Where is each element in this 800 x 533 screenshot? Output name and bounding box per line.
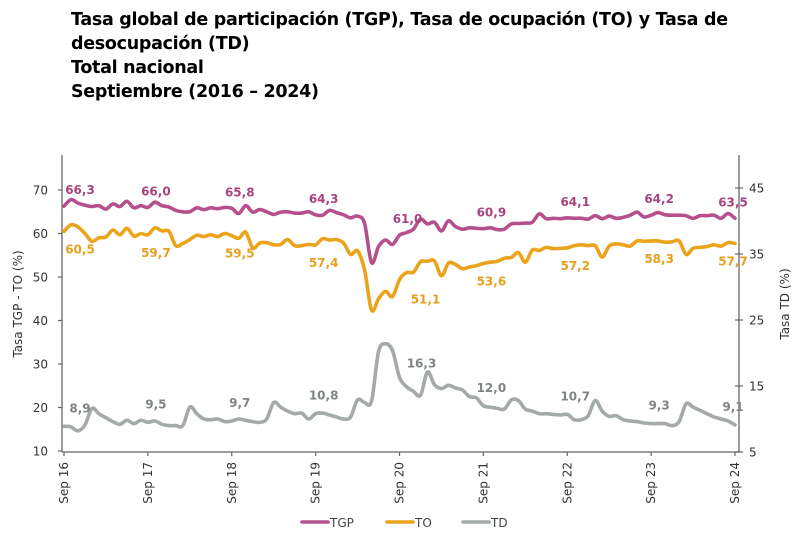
right-tick-label: 35 — [749, 248, 764, 262]
data-label-td: 10,8 — [309, 389, 339, 403]
data-label-tgp: 66,3 — [65, 183, 95, 197]
data-label-tgp: 64,3 — [309, 192, 339, 206]
title-line-3: Total nacional — [71, 58, 204, 78]
data-label-td: 9,3 — [648, 399, 669, 413]
data-label-td: 9,7 — [229, 396, 250, 410]
x-tick-label: Sep 17 — [141, 462, 155, 504]
data-labels: 66,3 66,0 65,8 64,3 61,0 60,9 64,1 64,2 63,5 60,5… — [65, 183, 748, 415]
series-line-tgp — [62, 197, 737, 265]
legend-label-to: TO — [414, 516, 432, 530]
x-tick-label: Sep 24 — [728, 462, 742, 504]
title-line-1: Tasa global de participación (TGP), Tasa… — [71, 10, 728, 30]
data-label-td: 10,7 — [560, 389, 590, 403]
data-label-to: 59,5 — [225, 247, 255, 261]
data-label-td: 16,3 — [407, 356, 437, 370]
x-tick-label: Sep 22 — [560, 462, 574, 504]
left-tick-label: 50 — [33, 271, 48, 285]
x-tick-label: Sep 16 — [57, 462, 71, 504]
data-label-to: 59,7 — [141, 246, 171, 260]
legend: TGP TO TD — [300, 516, 508, 530]
data-label-tgp: 61,0 — [393, 212, 423, 226]
right-tick-label: 5 — [749, 446, 757, 460]
legend-label-tgp: TGP — [329, 516, 354, 530]
data-label-tgp: 63,5 — [718, 195, 748, 209]
left-tick-label: 20 — [33, 401, 48, 415]
right-tick-label: 15 — [749, 380, 764, 394]
data-label-td: 9,5 — [145, 397, 166, 411]
data-label-tgp: 60,9 — [477, 206, 507, 220]
data-label-to: 51,1 — [411, 293, 441, 307]
right-tick-label: 25 — [749, 314, 764, 328]
left-tick-label: 30 — [33, 358, 48, 372]
title-line-4: Septiembre (2016 – 2024) — [71, 82, 319, 102]
legend-label-td: TD — [490, 516, 508, 530]
data-label-tgp: 66,0 — [141, 184, 171, 198]
x-tick-label: Sep 23 — [644, 462, 658, 504]
chart-title: Tasa global de participación (TGP), Tasa… — [71, 8, 728, 104]
left-tick-label: 70 — [33, 184, 48, 198]
data-label-tgp: 65,8 — [225, 185, 255, 199]
data-label-to: 60,5 — [65, 242, 95, 256]
data-label-td: 12,0 — [477, 381, 507, 395]
data-label-td: 8,9 — [69, 401, 90, 415]
data-label-tgp: 64,2 — [644, 192, 674, 206]
x-tick-label: Sep 21 — [476, 462, 490, 504]
series-line-to — [62, 222, 737, 313]
left-tick-label: 60 — [33, 227, 48, 241]
series-lines — [62, 197, 737, 433]
data-label-to: 57,4 — [309, 256, 339, 270]
data-label-tgp: 64,1 — [560, 195, 590, 209]
data-label-to: 58,3 — [644, 252, 674, 266]
left-tick-label: 40 — [33, 314, 48, 328]
data-label-to: 53,6 — [477, 275, 507, 289]
left-tick-label: 10 — [33, 445, 48, 459]
x-tick-label: Sep 18 — [225, 462, 239, 504]
data-label-to: 57,7 — [718, 255, 748, 269]
x-tick-label: Sep 20 — [393, 462, 407, 504]
series-line-td — [62, 341, 737, 433]
right-axis-title: Tasa TD (%) — [778, 268, 792, 340]
data-label-to: 57,2 — [560, 259, 590, 273]
right-tick-label: 45 — [749, 182, 764, 196]
left-axis-title: Tasa TGP - TO (%) — [11, 250, 25, 358]
data-label-td: 9,1 — [722, 400, 743, 414]
axes: 10 20 30 40 50 60 70 5 15 25 35 45 Sep 16 Sep 17 Sep 1… — [11, 155, 792, 504]
x-tick-label: Sep 19 — [309, 462, 323, 504]
title-line-2: desocupación (TD) — [71, 34, 250, 54]
